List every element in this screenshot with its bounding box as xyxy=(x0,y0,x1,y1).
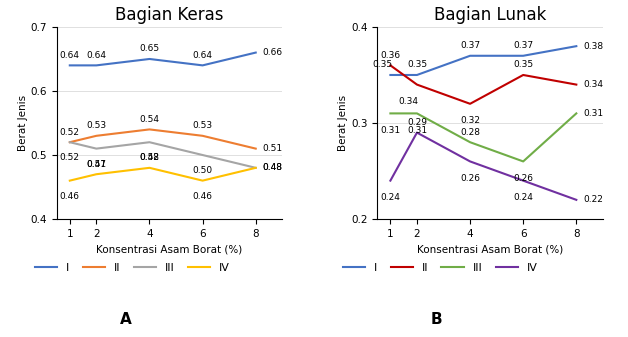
Y-axis label: Berat Jenis: Berat Jenis xyxy=(338,95,348,151)
I xyxy=(252,51,259,55)
II xyxy=(467,102,474,106)
Line: III: III xyxy=(70,142,256,168)
I xyxy=(66,63,73,67)
Text: 0.26: 0.26 xyxy=(460,174,480,183)
Text: 0.46: 0.46 xyxy=(193,192,213,201)
Text: 0.52: 0.52 xyxy=(139,153,160,162)
III xyxy=(573,111,580,115)
Text: 0.32: 0.32 xyxy=(460,116,480,125)
Title: Bagian Keras: Bagian Keras xyxy=(115,6,224,24)
Text: 0.34: 0.34 xyxy=(399,97,419,106)
Text: 0.66: 0.66 xyxy=(263,48,283,57)
I xyxy=(387,73,394,77)
Text: 0.54: 0.54 xyxy=(139,115,160,124)
Text: 0.64: 0.64 xyxy=(60,51,80,60)
Y-axis label: Berat Jenis: Berat Jenis xyxy=(18,95,28,151)
Text: 0.52: 0.52 xyxy=(60,153,80,162)
IV xyxy=(146,166,153,170)
IV xyxy=(66,179,73,183)
Text: 0.51: 0.51 xyxy=(86,160,106,169)
IV xyxy=(252,166,259,170)
IV xyxy=(573,198,580,202)
Text: 0.52: 0.52 xyxy=(60,128,80,137)
Text: 0.36: 0.36 xyxy=(381,51,401,60)
Text: 0.26: 0.26 xyxy=(513,174,533,183)
II xyxy=(387,63,394,67)
Text: 0.53: 0.53 xyxy=(193,121,213,130)
Text: 0.48: 0.48 xyxy=(263,163,283,172)
II xyxy=(92,134,100,138)
III xyxy=(92,147,100,151)
I xyxy=(413,73,421,77)
IV xyxy=(413,131,421,135)
Text: 0.35: 0.35 xyxy=(407,60,427,69)
II xyxy=(573,83,580,87)
III xyxy=(387,111,394,115)
Line: III: III xyxy=(391,113,577,161)
III xyxy=(146,140,153,144)
Text: 0.35: 0.35 xyxy=(513,60,533,69)
Text: 0.22: 0.22 xyxy=(583,195,603,204)
I xyxy=(467,54,474,58)
II xyxy=(66,140,73,144)
II xyxy=(252,147,259,151)
II xyxy=(199,134,207,138)
III xyxy=(252,166,259,170)
II xyxy=(519,73,527,77)
I xyxy=(146,57,153,61)
Legend: I, II, III, IV: I, II, III, IV xyxy=(338,258,542,278)
Text: 0.48: 0.48 xyxy=(263,163,283,172)
Title: Bagian Lunak: Bagian Lunak xyxy=(434,6,546,24)
Text: 0.38: 0.38 xyxy=(583,42,604,51)
III xyxy=(467,140,474,144)
I xyxy=(573,44,580,48)
IV xyxy=(92,172,100,176)
II xyxy=(146,127,153,131)
X-axis label: Konsentrasi Asam Borat (%): Konsentrasi Asam Borat (%) xyxy=(96,244,242,254)
Line: II: II xyxy=(70,129,256,149)
III xyxy=(199,153,207,157)
Text: 0.28: 0.28 xyxy=(460,128,480,137)
Text: 0.48: 0.48 xyxy=(139,153,160,162)
Text: 0.51: 0.51 xyxy=(263,144,283,153)
I xyxy=(199,63,207,67)
IV xyxy=(199,179,207,183)
Line: I: I xyxy=(70,53,256,65)
Text: 0.64: 0.64 xyxy=(87,51,106,60)
IV xyxy=(519,179,527,183)
Legend: I, II, III, IV: I, II, III, IV xyxy=(31,258,234,278)
X-axis label: Konsentrasi Asam Borat (%): Konsentrasi Asam Borat (%) xyxy=(417,244,563,254)
Text: 0.24: 0.24 xyxy=(381,193,400,202)
Text: 0.65: 0.65 xyxy=(139,44,160,54)
Text: 0.53: 0.53 xyxy=(86,121,106,130)
Text: 0.29: 0.29 xyxy=(407,118,427,127)
Text: 0.50: 0.50 xyxy=(193,166,213,175)
Text: 0.34: 0.34 xyxy=(583,80,604,89)
I xyxy=(519,54,527,58)
Text: 0.37: 0.37 xyxy=(513,41,533,50)
III xyxy=(66,140,73,144)
III xyxy=(519,159,527,163)
Text: 0.31: 0.31 xyxy=(583,109,604,118)
Text: 0.37: 0.37 xyxy=(460,41,480,50)
Text: 0.35: 0.35 xyxy=(372,60,392,69)
Text: 0.31: 0.31 xyxy=(381,126,401,135)
Text: A: A xyxy=(120,311,131,327)
Text: 0.47: 0.47 xyxy=(87,160,106,169)
IV xyxy=(467,159,474,163)
III xyxy=(413,111,421,115)
Line: IV: IV xyxy=(70,168,256,181)
IV xyxy=(387,179,394,183)
Text: B: B xyxy=(431,311,442,327)
Line: IV: IV xyxy=(391,133,577,200)
Text: 0.24: 0.24 xyxy=(513,193,533,202)
II xyxy=(413,83,421,87)
I xyxy=(92,63,100,67)
Text: 0.31: 0.31 xyxy=(407,126,427,135)
Text: 0.64: 0.64 xyxy=(193,51,213,60)
Text: 0.46: 0.46 xyxy=(60,192,80,201)
Line: II: II xyxy=(391,65,577,104)
Line: I: I xyxy=(391,46,577,75)
